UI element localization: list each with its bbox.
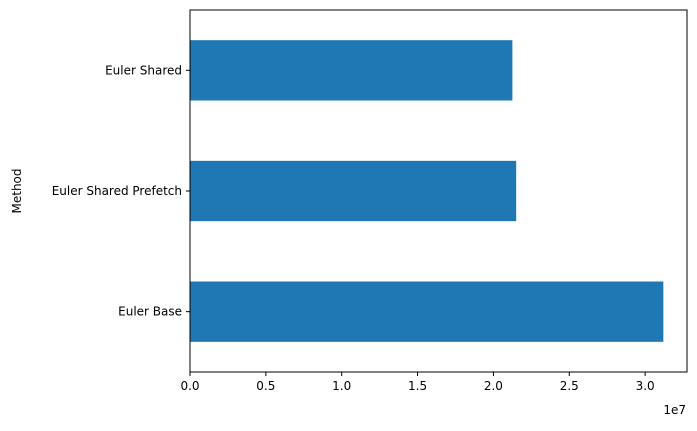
- bar-euler-shared-prefetch: [190, 160, 517, 222]
- bar-euler-shared: [190, 40, 513, 101]
- y-tick-label-euler-base: Euler Base: [118, 305, 182, 319]
- y-tick-label-euler-shared: Euler Shared: [105, 63, 182, 77]
- x-tick-label: 2.0: [484, 379, 503, 393]
- x-tick-label: 2.5: [560, 379, 579, 393]
- bars-group: [190, 40, 664, 342]
- x-tick-label: 1.0: [332, 379, 351, 393]
- x-tick-label: 0.0: [180, 379, 199, 393]
- x-axis-offset-label: 1e7: [663, 403, 686, 417]
- x-tick-label: 1.5: [408, 379, 427, 393]
- x-tick-label: 3.0: [636, 379, 655, 393]
- x-axis-ticks: 0.0 0.5 1.0 1.5 2.0 2.5 3.0: [180, 372, 655, 393]
- y-axis-ticks: Euler Base Euler Shared Prefetch Euler Sha…: [52, 63, 190, 319]
- y-axis-label: Method: [10, 168, 24, 213]
- y-tick-label-euler-shared-prefetch: Euler Shared Prefetch: [52, 184, 182, 198]
- bar-euler-base: [190, 281, 664, 342]
- x-tick-label: 0.5: [256, 379, 275, 393]
